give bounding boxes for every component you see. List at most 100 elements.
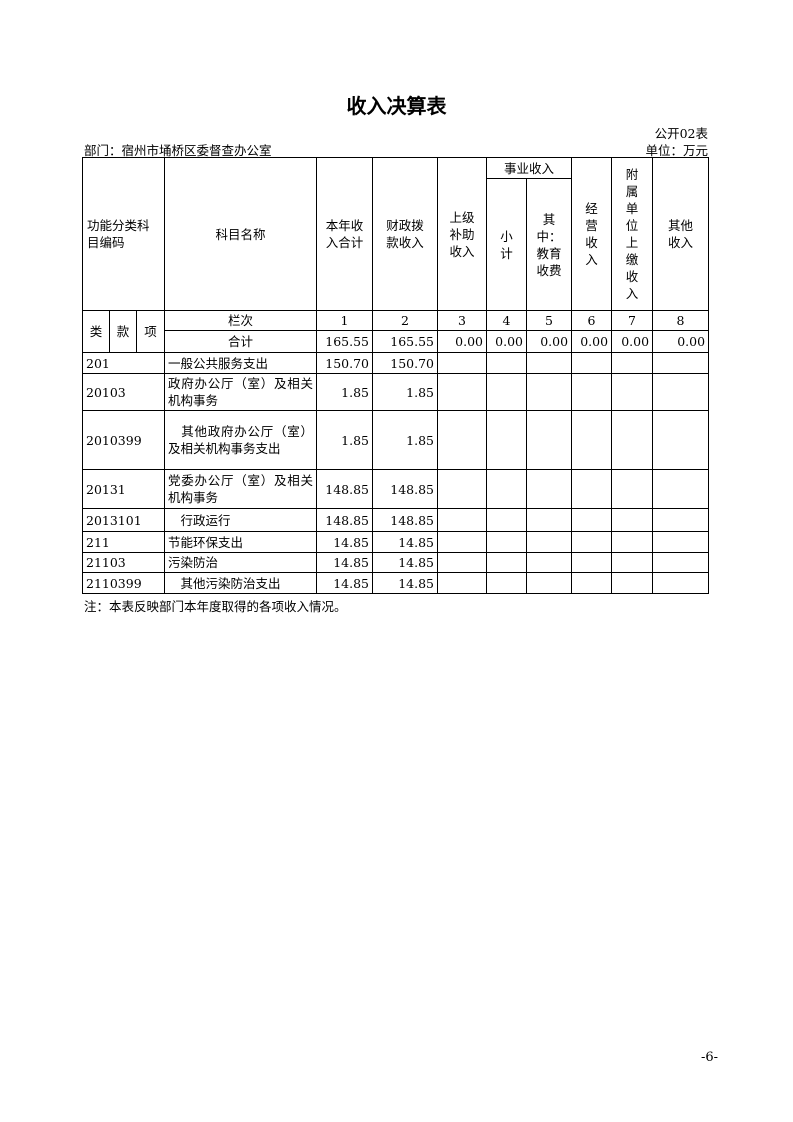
header-code: 功能分类科目编码 [81,157,166,311]
total-value: 0.00 [486,330,528,353]
total-row: 合计 165.55 165.55 0.00 0.00 0.00 0.00 0.0… [83,330,710,353]
empty-cell [486,410,528,470]
empty-cell [486,552,528,573]
table-note: 注：本表反映部门本年度取得的各项收入情况。 [84,599,347,614]
row-code: 2013101 [81,508,166,532]
row-name: 政府办公厅（室）及相关机构事务 [164,373,318,411]
table-row: 2010399 其他政府办公厅（室）及相关机构事务支出 1.85 1.85 [81,410,710,470]
empty-cell [571,410,613,470]
header-c6: 经营收入 [571,157,613,311]
page-title: 收入决算表 [346,94,447,118]
row-c1: 150.70 [316,352,374,374]
row-c1: 14.85 [316,552,374,573]
row-c2: 150.70 [372,352,439,374]
col-number: 8 [652,310,710,331]
empty-cell [611,469,654,509]
empty-cell [652,469,710,509]
row-code: 20131 [81,469,166,509]
empty-cell [526,352,573,374]
col-number: 7 [611,310,654,331]
header-kuan: 款 [109,310,137,353]
empty-cell [652,508,710,532]
row-c1: 14.85 [316,531,374,553]
empty-cell [652,352,710,374]
empty-cell [437,410,488,470]
row-c1: 1.85 [316,410,374,470]
empty-cell [652,373,710,411]
header-c3: 上级补助收入 [437,157,488,311]
empty-cell [486,508,528,532]
header-c1: 本年收入合计 [316,157,374,311]
col-number: 6 [571,310,613,331]
row-c2: 148.85 [372,508,439,532]
empty-cell [486,469,528,509]
header-shiye: 事业收入 [486,157,573,179]
unit-label: 单位：万元 [645,143,708,158]
row-c2: 1.85 [372,410,439,470]
table-row: 21103 污染防治 14.85 14.85 [81,552,710,573]
row-name: 党委办公厅（室）及相关机构事务 [164,469,318,509]
empty-cell [437,552,488,573]
empty-cell [652,572,710,594]
header-c5: 其中：教育收费 [526,178,573,311]
total-value: 165.55 [372,330,439,353]
empty-cell [526,373,573,411]
empty-cell [611,531,654,553]
row-name: 其他政府办公厅（室）及相关机构事务支出 [164,410,318,470]
row-c2: 148.85 [372,469,439,509]
empty-cell [526,410,573,470]
row-name: 节能环保支出 [164,531,318,553]
row-name: 一般公共服务支出 [164,352,318,374]
empty-cell [437,469,488,509]
total-label: 合计 [164,330,318,353]
row-c1: 1.85 [316,373,374,411]
row-c2: 14.85 [372,531,439,553]
row-code: 201 [81,352,166,374]
empty-cell [571,531,613,553]
row-c1: 148.85 [316,508,374,532]
empty-cell [611,572,654,594]
empty-cell [486,373,528,411]
row-c1: 14.85 [316,572,374,594]
col-number: 4 [486,310,528,331]
empty-cell [611,508,654,532]
empty-cell [526,572,573,594]
header-lei: 类 [82,310,110,353]
empty-cell [526,508,573,532]
empty-cell [571,572,613,594]
empty-cell [652,552,710,573]
empty-cell [437,508,488,532]
row-c1: 148.85 [316,469,374,509]
total-value: 0.00 [611,330,654,353]
empty-cell [571,552,613,573]
total-value: 0.00 [571,330,613,353]
empty-cell [611,373,654,411]
table-row: 2013101 行政运行 148.85 148.85 [81,508,710,532]
empty-cell [486,352,528,374]
header-name: 科目名称 [164,157,318,311]
page-number: -6- [700,1050,718,1065]
row-c2: 14.85 [372,552,439,573]
row-name: 污染防治 [164,552,318,573]
empty-cell [486,572,528,594]
col-number: 1 [316,310,374,331]
empty-cell [437,352,488,374]
table-row: 20103 政府办公厅（室）及相关机构事务 1.85 1.85 [81,373,710,411]
empty-cell [571,373,613,411]
table-row: 20131 党委办公厅（室）及相关机构事务 148.85 148.85 [81,469,710,509]
header-c4: 小计 [486,178,528,311]
total-value: 0.00 [526,330,573,353]
empty-cell [526,552,573,573]
col-number: 2 [372,310,439,331]
row-name: 其他污染防治支出 [164,572,318,594]
department-label: 部门：宿州市埇桥区委督查办公室 [84,143,272,158]
col-number: 5 [526,310,573,331]
row-code: 2010399 [81,410,166,470]
header-c7: 附属单位上缴收入 [611,157,654,311]
empty-cell [571,352,613,374]
total-value: 0.00 [437,330,488,353]
empty-cell [652,410,710,470]
row-c2: 1.85 [372,373,439,411]
empty-cell [652,531,710,553]
empty-cell [571,508,613,532]
